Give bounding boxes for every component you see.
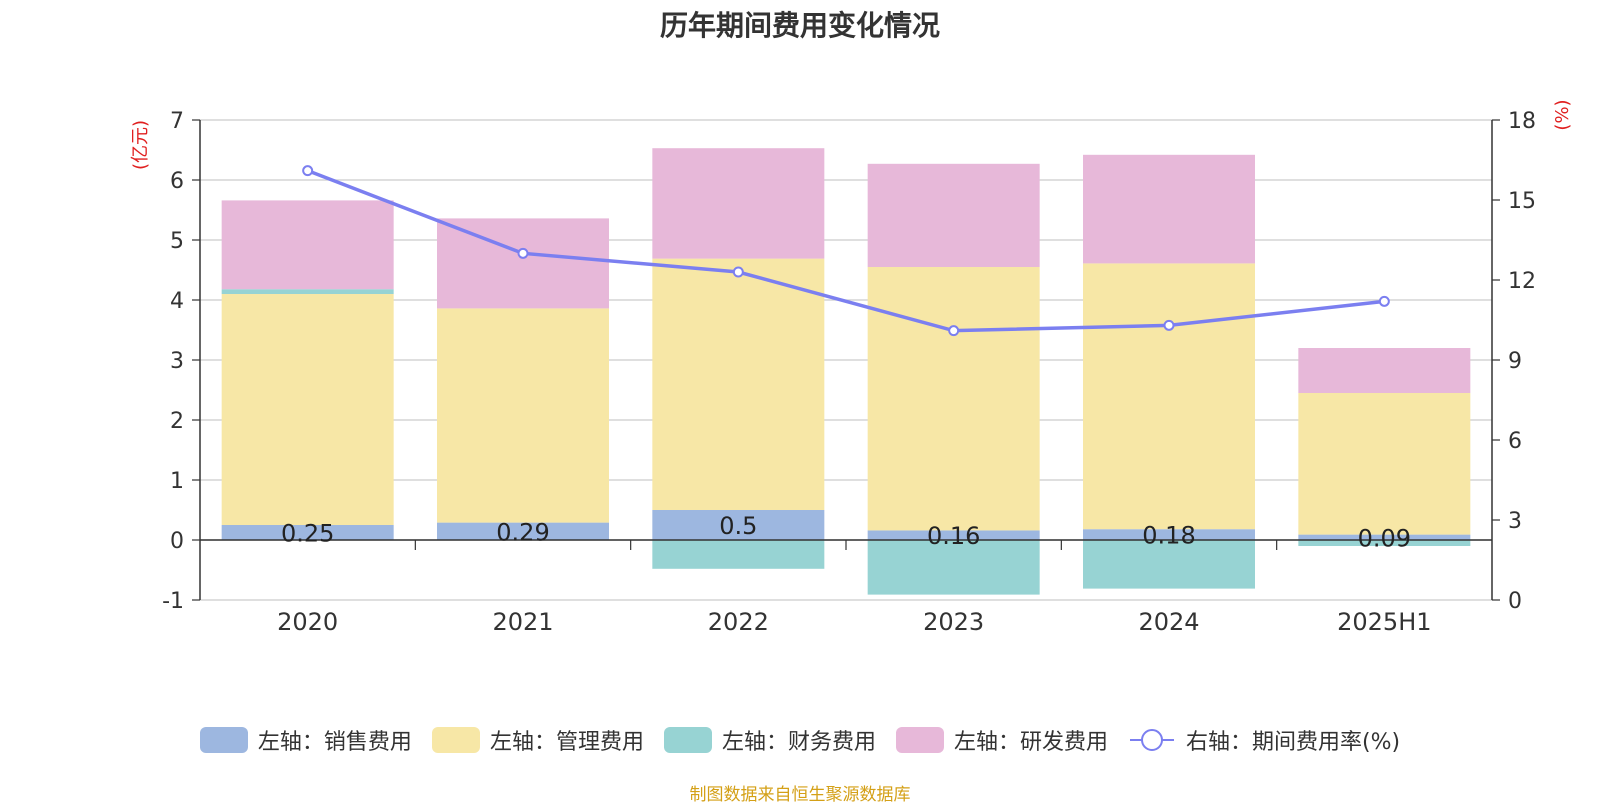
bar-series bbox=[221, 148, 1471, 595]
bar-segment-3-2020 bbox=[221, 200, 394, 290]
right-axis-unit: (%) bbox=[1552, 99, 1573, 130]
bar-segment-1-2025H1 bbox=[1298, 393, 1471, 535]
rate-point bbox=[1378, 295, 1390, 307]
bar-segment-3-2023 bbox=[867, 163, 1040, 267]
legend-swatch bbox=[895, 727, 944, 753]
data-labels: 0.25 0.29 0.5 0.16 0.18 0.09 bbox=[281, 512, 1411, 552]
rate-line-series bbox=[302, 165, 1390, 337]
data-label: 0.29 bbox=[496, 518, 549, 546]
bar-segment-2-2023 bbox=[867, 540, 1040, 595]
rate-point bbox=[302, 165, 314, 177]
legend-label: 左轴：财务费用 bbox=[721, 730, 876, 755]
legend-item[interactable]: 右轴：期间费用率(%) bbox=[1128, 724, 1400, 756]
rate-point bbox=[1163, 319, 1175, 331]
legend-item[interactable]: 左轴：研发费用 bbox=[895, 724, 1108, 756]
category-label: 2023 bbox=[923, 608, 984, 636]
legend-item[interactable]: 左轴：财务费用 bbox=[663, 724, 876, 756]
data-label: 0.18 bbox=[1142, 522, 1195, 550]
category-label: 2020 bbox=[277, 608, 338, 636]
left-tick-label: 7 bbox=[170, 109, 184, 134]
bar-segment-3-2022 bbox=[652, 148, 825, 259]
legend-swatch bbox=[431, 727, 480, 753]
left-tick-label: 3 bbox=[170, 349, 184, 374]
bar-segment-3-2025H1 bbox=[1298, 348, 1471, 393]
right-tick-label: 9 bbox=[1508, 349, 1522, 374]
category-label: 2021 bbox=[492, 608, 553, 636]
left-tick-label: 1 bbox=[170, 469, 184, 494]
right-tick-label: 18 bbox=[1508, 109, 1536, 134]
left-tick-label: -1 bbox=[162, 589, 184, 614]
left-tick-label: 4 bbox=[170, 289, 184, 314]
bar-segment-2-2024 bbox=[1083, 540, 1255, 589]
right-tick-label: 0 bbox=[1508, 589, 1522, 614]
bar-segment-2-2022 bbox=[652, 540, 825, 569]
legend-line-marker-icon bbox=[1128, 727, 1176, 753]
category-label: 2022 bbox=[708, 608, 769, 636]
data-label: 0.25 bbox=[281, 520, 334, 548]
rate-point bbox=[732, 266, 744, 278]
grid-lines bbox=[200, 119, 1492, 601]
bar-segment-2-2020 bbox=[221, 289, 394, 294]
right-tick-label: 12 bbox=[1508, 269, 1536, 294]
legend-item[interactable]: 左轴：销售费用 bbox=[199, 724, 412, 756]
legend-swatch bbox=[199, 727, 248, 753]
bar-segment-0-2020 bbox=[221, 525, 394, 540]
legend: 左轴：销售费用 左轴：管理费用 左轴：财务费用 左轴：研发费用 右轴：期间费用率(%) bbox=[0, 720, 1600, 760]
category-label: 2025H1 bbox=[1337, 608, 1431, 636]
rate-point bbox=[948, 325, 960, 337]
data-label: 0.5 bbox=[719, 512, 757, 540]
bar-segment-3-2024 bbox=[1083, 154, 1255, 264]
bar-segment-1-2020 bbox=[221, 294, 394, 525]
legend-label: 左轴：销售费用 bbox=[257, 730, 412, 755]
rate-line bbox=[307, 169, 1385, 333]
legend-item[interactable]: 左轴：管理费用 bbox=[431, 724, 644, 756]
left-tick-label: 6 bbox=[170, 169, 184, 194]
right-tick-label: 3 bbox=[1508, 509, 1522, 534]
right-tick-label: 15 bbox=[1508, 189, 1536, 214]
category-label: 2024 bbox=[1138, 608, 1199, 636]
bar-segment-0-2022 bbox=[652, 510, 825, 540]
bar-segment-0-2024 bbox=[1083, 529, 1255, 540]
bar-segment-0-2021 bbox=[437, 522, 609, 540]
legend-swatch bbox=[663, 727, 712, 753]
rate-point bbox=[517, 247, 529, 259]
bar-segment-0-2025H1 bbox=[1298, 534, 1471, 540]
bar-segment-0-2023 bbox=[867, 530, 1040, 540]
bar-segment-1-2024 bbox=[1083, 263, 1255, 530]
data-label: 0.09 bbox=[1358, 524, 1411, 552]
left-axis-unit: (亿元) bbox=[130, 120, 151, 170]
left-tick-label: 0 bbox=[170, 529, 184, 554]
legend-label: 右轴：期间费用率(%) bbox=[1185, 730, 1401, 755]
chart-title: 历年期间费用变化情况 bbox=[659, 9, 940, 42]
legend-label: 左轴：研发费用 bbox=[953, 730, 1108, 755]
legend-label: 左轴：管理费用 bbox=[489, 730, 644, 755]
source-note: 制图数据来自恒生聚源数据库 bbox=[689, 785, 911, 805]
bar-segment-1-2022 bbox=[652, 258, 825, 510]
left-tick-label: 5 bbox=[170, 229, 184, 254]
data-label: 0.16 bbox=[927, 522, 980, 550]
bar-segment-1-2021 bbox=[437, 308, 609, 523]
bar-segment-3-2021 bbox=[437, 218, 609, 309]
bar-segment-1-2023 bbox=[867, 267, 1040, 531]
left-tick-label: 2 bbox=[170, 409, 184, 434]
bar-segment-2-2025H1 bbox=[1298, 540, 1471, 546]
right-tick-label: 6 bbox=[1508, 429, 1522, 454]
